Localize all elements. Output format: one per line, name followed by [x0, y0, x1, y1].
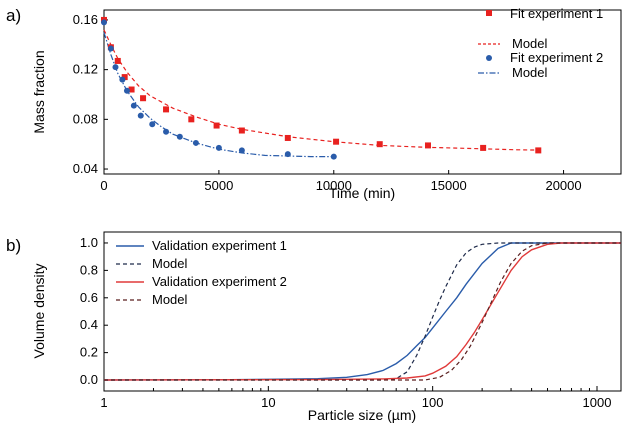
panel-a-y-tick-label: 0.16	[73, 12, 98, 27]
panel-b-y-tick-label: 0.8	[80, 262, 98, 277]
panel-b-legend: Validation experiment 1 Model Validation…	[116, 238, 287, 307]
panel-a-series-0-point	[376, 141, 383, 148]
panel-a-y-axis-title: Mass fraction	[31, 50, 47, 133]
panel-a-legend: Fit experiment 1 Model Fit experiment 2 …	[478, 6, 603, 80]
panel-a-series-0-point	[163, 106, 170, 113]
panel-b-axes: 1 10 100 1000 0.0 0.2 0.4 0.6 0.8 1.0	[80, 235, 612, 410]
panel-a-series-2-point	[176, 133, 183, 140]
panel-b-x-tick-label: 100	[422, 395, 444, 410]
panel-a-x-axis-title: Time (min)	[329, 185, 395, 201]
panel-a-series-2-point	[119, 76, 126, 83]
legend-label-fit-exp-2: Fit experiment 2	[510, 50, 603, 65]
panel-a-series-2-point	[107, 45, 114, 52]
panel-a-series-0-point	[480, 144, 487, 151]
panel-a-series-2-point	[101, 19, 107, 26]
panel-a-label: a)	[6, 6, 21, 25]
panel-a-series-1-line	[103, 29, 541, 151]
panel-a-series-3-line	[103, 32, 334, 158]
panel-b-x-tick-label: 1000	[583, 395, 612, 410]
panel-b-series-3-line	[104, 242, 621, 381]
panel-a-series-0-point	[333, 138, 340, 145]
panel-a-series-2-point	[192, 139, 199, 146]
panel-a-series-0-point	[128, 86, 135, 93]
panel-a-series-2-point	[123, 87, 130, 94]
panel-a-y-tick-label: 0.12	[73, 62, 98, 77]
panel-b-series-0-line	[103, 242, 621, 381]
legend-marker-fit-exp-2	[486, 55, 492, 61]
panel-a-series-2-point	[112, 64, 119, 71]
panel-a-series-0-point	[188, 116, 195, 123]
panel-b-series-2-line	[103, 242, 621, 381]
panel-b-label: b)	[6, 236, 21, 255]
panel-a-series-0-point	[213, 122, 220, 129]
panel-b: b) 1 10 100 1000 0.0 0.2 0.4 0.6 0.8 1.0 Particle…	[6, 231, 622, 423]
panel-a-series-0-point	[424, 142, 431, 149]
panel-a-series-2-point	[284, 151, 291, 158]
panel-b-y-tick-label: 0.6	[80, 290, 98, 305]
panel-b-y-tick-label: 0.4	[80, 317, 98, 332]
panel-a-y-tick-label: 0.08	[73, 111, 98, 126]
panel-a: a) 0 5000 10000 15000 200000.040.080.120.16 …	[6, 6, 622, 201]
legend-label-validation-1: Validation experiment 1	[152, 238, 287, 253]
panel-b-y-axis-title: Volume density	[31, 264, 47, 359]
panel-b-frame	[103, 231, 622, 392]
panel-a-frame	[103, 9, 622, 175]
panel-a-series-0-point	[284, 134, 291, 141]
panel-a-x-tick-label: 15000	[431, 178, 467, 193]
panel-a-plot-area	[101, 16, 542, 160]
panel-a-series-2-point	[330, 153, 337, 160]
panel-a-series-0-point	[121, 74, 128, 81]
panel-a-series-2-point	[149, 121, 156, 128]
panel-a-series-2-point	[163, 128, 170, 135]
legend-label-validation-2: Validation experiment 2	[152, 274, 287, 289]
panel-b-y-tick-label: 1.0	[80, 235, 98, 250]
legend-label-model-b1: Model	[152, 256, 188, 271]
panel-a-series-2-point	[130, 102, 137, 109]
panel-b-x-tick-label: 1	[100, 395, 107, 410]
panel-b-y-tick-label: 0.0	[80, 372, 98, 387]
panel-b-y-tick-label: 0.2	[80, 345, 98, 360]
panel-a-series-2-point	[215, 144, 222, 151]
panel-a-series-0-point	[238, 127, 245, 134]
panel-a-series-2-point	[238, 147, 245, 154]
panel-a-series-0-point	[535, 147, 542, 154]
panel-a-x-tick-label: 20000	[545, 178, 581, 193]
panel-a-y-tick-label: 0.04	[73, 161, 98, 176]
panel-a-series-2-point	[137, 112, 144, 119]
panel-a-series-0-point	[114, 57, 121, 64]
panel-a-x-tick-label: 10000	[316, 178, 352, 193]
panel-b-x-tick-label: 10	[261, 395, 275, 410]
legend-label-model-a1: Model	[512, 36, 548, 51]
panel-a-x-tick-label: 0	[100, 178, 107, 193]
panel-a-axes: 0 5000 10000 15000 20000 0.04 0.08 0.12 0.16	[73, 12, 582, 193]
panel-a-x-tick-label: 5000	[204, 178, 233, 193]
legend-label-model-a2: Model	[512, 65, 548, 80]
panel-b-x-axis-title: Particle size (µm)	[308, 407, 416, 423]
panel-b-plot-area	[103, 242, 621, 381]
legend-marker-fit-exp-1	[486, 10, 492, 16]
legend-label-fit-exp-1: Fit experiment 1	[510, 6, 603, 21]
legend-label-model-b2: Model	[152, 292, 188, 307]
panel-a-series-0-point	[140, 95, 147, 102]
panel-b-series-1-line	[104, 242, 621, 381]
